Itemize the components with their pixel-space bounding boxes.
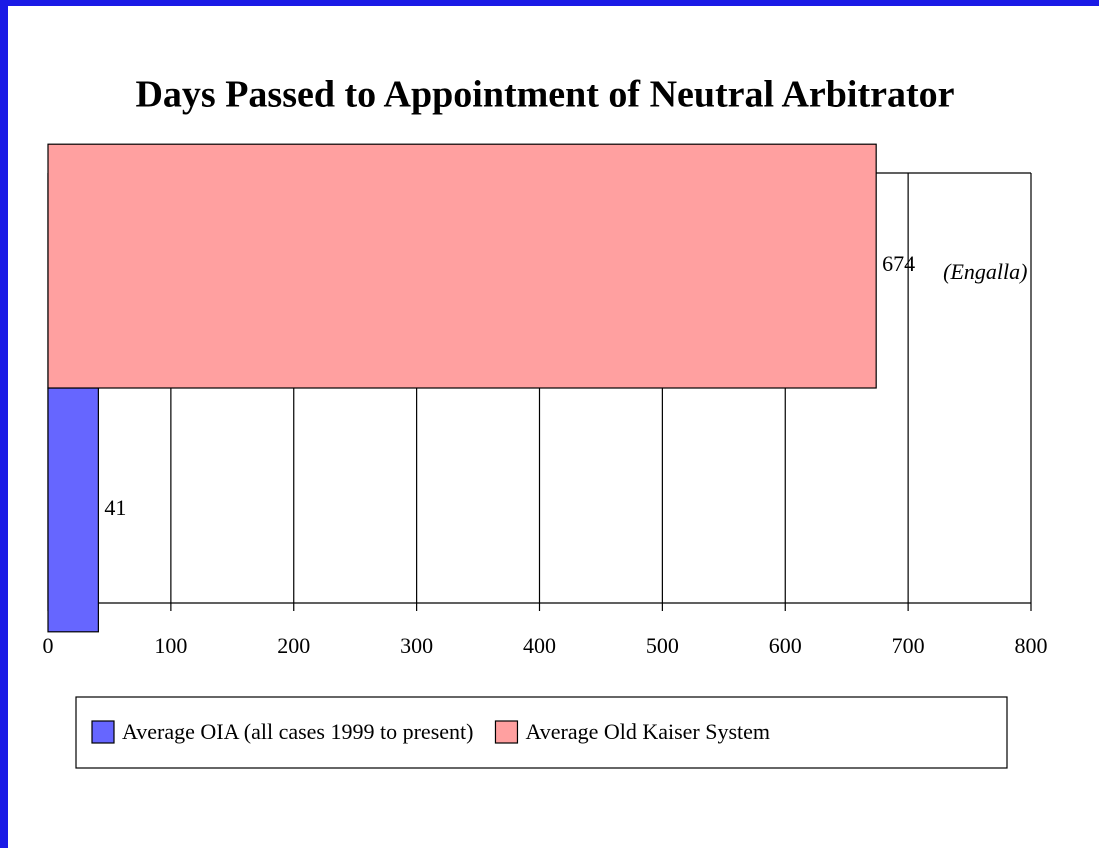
annotation: (Engalla): [943, 259, 1027, 284]
legend-swatch: [494, 720, 519, 744]
legend-swatch: [91, 720, 115, 744]
left-border: [0, 0, 8, 848]
x-tick-label: 700: [892, 633, 925, 658]
x-tick-label: 200: [277, 633, 310, 658]
legend-box: [75, 696, 1008, 769]
data-label: 674: [882, 251, 915, 276]
x-tick-label: 600: [769, 633, 802, 658]
data-label: 41: [104, 495, 126, 520]
x-tick-label: 800: [1015, 633, 1048, 658]
x-tick-label: 300: [400, 633, 433, 658]
bar: [47, 143, 877, 389]
legend-label: Average Old Kaiser System: [525, 719, 770, 744]
x-tick-label: 0: [43, 633, 54, 658]
x-tick-label: 500: [646, 633, 679, 658]
x-tick-label: 400: [523, 633, 556, 658]
top-border: [0, 0, 1099, 6]
legend-label: Average OIA (all cases 1999 to present): [122, 719, 473, 744]
chart-title: Days Passed to Appointment of Neutral Ar…: [135, 74, 954, 116]
x-tick-label: 100: [154, 633, 187, 658]
bar: [47, 387, 99, 633]
